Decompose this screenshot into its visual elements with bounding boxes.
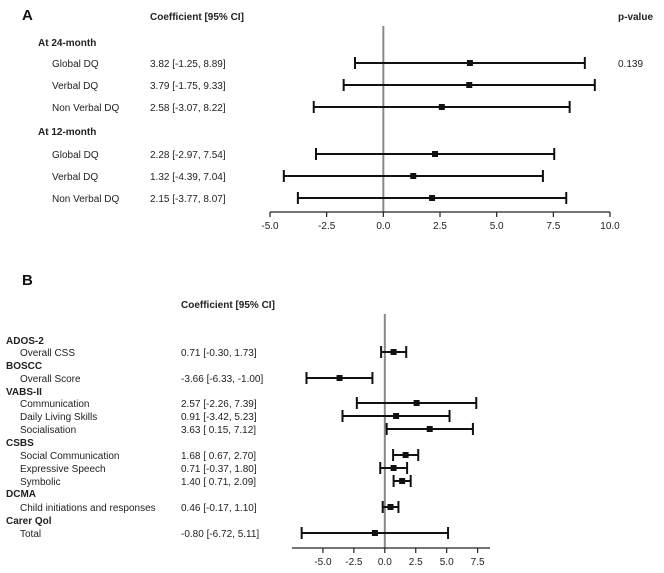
point-estimate bbox=[402, 452, 409, 458]
point-estimate bbox=[393, 413, 400, 419]
x-tick-label-a: 2.5 bbox=[433, 221, 447, 232]
ci-text: 2.58 [-3.07, 8.22] bbox=[150, 103, 226, 114]
coefficient-header-b: Coefficient [95% CI] bbox=[181, 300, 275, 311]
point-estimate bbox=[336, 375, 343, 381]
point-estimate bbox=[371, 530, 378, 536]
row-label: Verbal DQ bbox=[52, 172, 98, 183]
point-estimate bbox=[429, 195, 436, 201]
ci-text: -0.80 [-6.72, 5.11] bbox=[181, 529, 259, 540]
point-estimate bbox=[413, 400, 420, 406]
row-label: Global DQ bbox=[52, 150, 99, 161]
x-tick-label-a: 0.0 bbox=[376, 221, 390, 232]
ci-text: 2.15 [-3.77, 8.07] bbox=[150, 194, 226, 205]
coefficient-header-a: Coefficient [95% CI] bbox=[150, 12, 244, 23]
row-label: Daily Living Skills bbox=[20, 412, 97, 423]
point-estimate bbox=[390, 465, 397, 471]
x-tick-label-a: -5.0 bbox=[261, 221, 279, 232]
p-value-text: 0.139 bbox=[618, 59, 643, 70]
row-label: Child initiations and responses bbox=[20, 503, 156, 514]
group-label: At 24-month bbox=[38, 38, 96, 49]
ci-text: 1.40 [ 0.71, 2.09] bbox=[181, 477, 256, 488]
x-tick-label-a: 10.0 bbox=[600, 221, 620, 232]
p-value-header: p-value bbox=[618, 12, 653, 23]
ci-text: 3.79 [-1.75, 9.33] bbox=[150, 81, 226, 92]
row-label: Expressive Speech bbox=[20, 464, 106, 475]
group-label: CSBS bbox=[6, 438, 34, 449]
x-tick-label-b: 0.0 bbox=[378, 557, 392, 568]
ci-text: 0.46 [-0.17, 1.10] bbox=[181, 503, 257, 514]
ci-text: 0.71 [-0.30, 1.73] bbox=[181, 348, 257, 359]
ci-text: -3.66 [-6.33, -1.00] bbox=[181, 374, 263, 385]
row-label: Verbal DQ bbox=[52, 81, 98, 92]
ci-text: 1.68 [ 0.67, 2.70] bbox=[181, 451, 256, 462]
group-label: VABS-II bbox=[6, 387, 42, 398]
point-estimate bbox=[387, 504, 394, 510]
row-label: Communication bbox=[20, 399, 89, 410]
point-estimate bbox=[466, 60, 473, 66]
group-label: ADOS-2 bbox=[6, 336, 44, 347]
row-label: Overall Score bbox=[20, 374, 81, 385]
row-label: Non Verbal DQ bbox=[52, 194, 119, 205]
x-tick-label-b: -2.5 bbox=[345, 557, 363, 568]
group-label: DCMA bbox=[6, 489, 36, 500]
x-tick-label-b: -5.0 bbox=[314, 557, 332, 568]
x-tick-label-a: -2.5 bbox=[318, 221, 336, 232]
ci-text: 2.28 [-2.97, 7.54] bbox=[150, 150, 226, 161]
ci-text: 0.71 [-0.37, 1.80] bbox=[181, 464, 257, 475]
row-label: Socialisation bbox=[20, 425, 76, 436]
panel-label-a: A bbox=[22, 7, 33, 24]
panel-label-b: B bbox=[22, 272, 33, 289]
x-tick-label-b: 5.0 bbox=[440, 557, 454, 568]
point-estimate bbox=[438, 104, 445, 110]
ci-text: 0.91 [-3.42, 5.23] bbox=[181, 412, 257, 423]
row-label: Total bbox=[20, 529, 41, 540]
x-tick-label-b: 7.5 bbox=[471, 557, 485, 568]
ci-text: 3.63 [ 0.15, 7.12] bbox=[181, 425, 256, 436]
group-label: At 12-month bbox=[38, 127, 96, 138]
point-estimate bbox=[399, 478, 406, 484]
point-estimate bbox=[426, 426, 433, 432]
ci-text: 2.57 [-2.26, 7.39] bbox=[181, 399, 257, 410]
row-label: Overall CSS bbox=[20, 348, 75, 359]
point-estimate bbox=[432, 151, 439, 157]
group-label: Carer Qol bbox=[6, 516, 52, 527]
ci-text: 1.32 [-4.39, 7.04] bbox=[150, 172, 226, 183]
point-estimate bbox=[466, 82, 473, 88]
row-label: Social Communication bbox=[20, 451, 120, 462]
x-tick-label-b: 2.5 bbox=[409, 557, 423, 568]
x-tick-label-a: 7.5 bbox=[546, 221, 560, 232]
point-estimate bbox=[410, 173, 417, 179]
point-estimate bbox=[390, 349, 397, 355]
row-label: Symbolic bbox=[20, 477, 61, 488]
group-label: BOSCC bbox=[6, 361, 42, 372]
ci-text: 3.82 [-1.25, 8.89] bbox=[150, 59, 226, 70]
x-tick-label-a: 5.0 bbox=[490, 221, 504, 232]
row-label: Non Verbal DQ bbox=[52, 103, 119, 114]
row-label: Global DQ bbox=[52, 59, 99, 70]
